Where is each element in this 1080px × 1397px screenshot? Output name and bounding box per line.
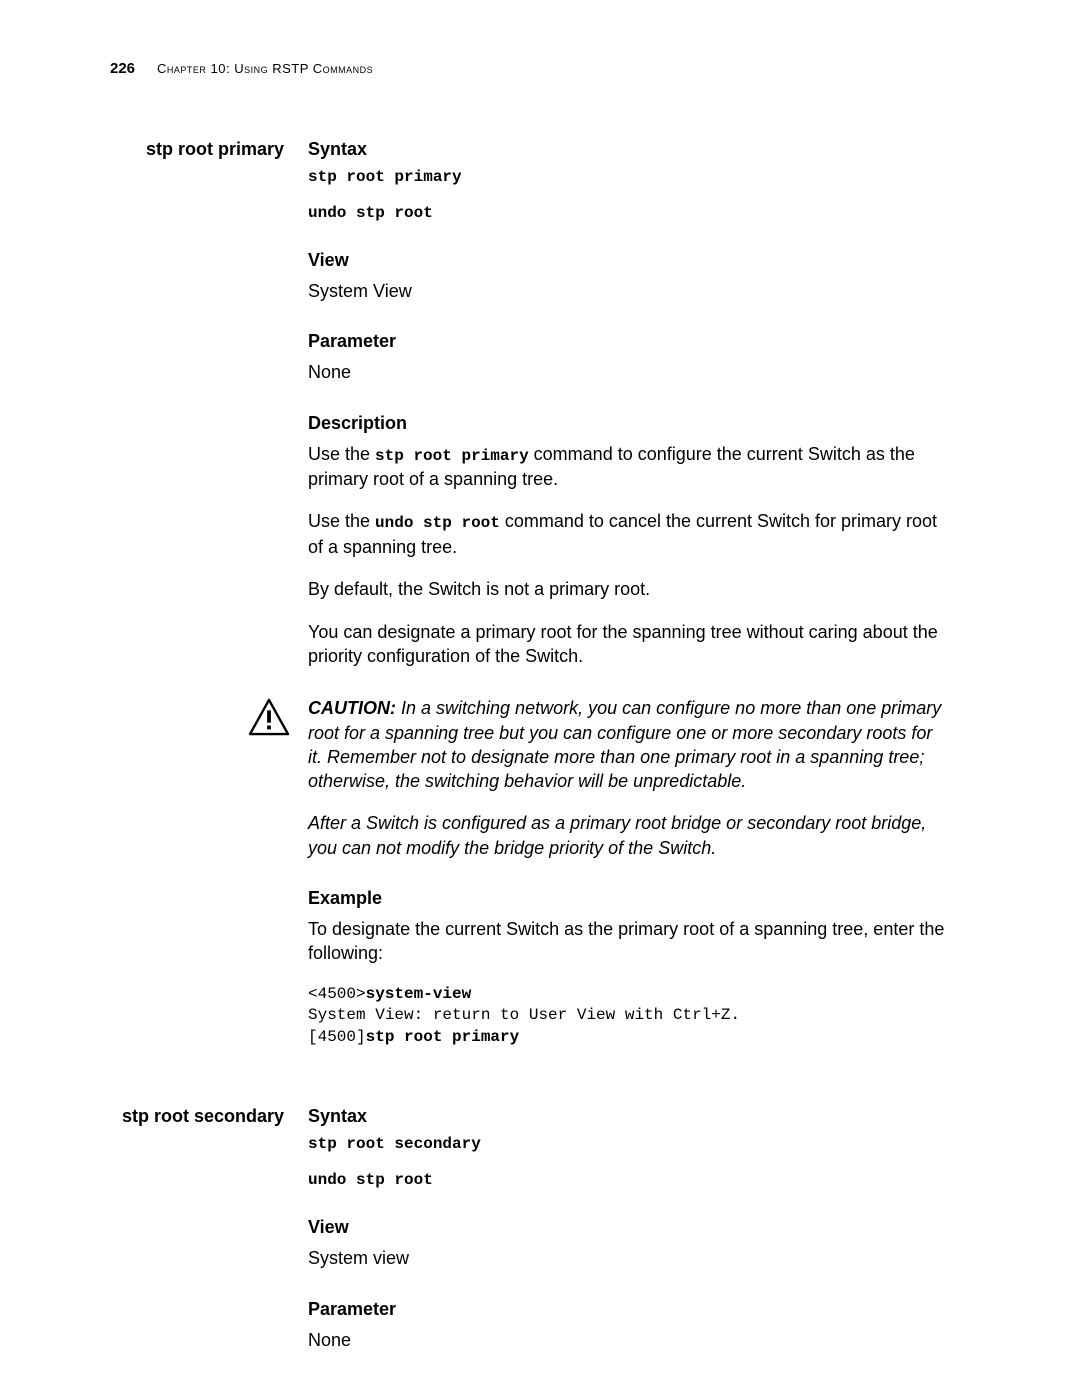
desc-p2a: Use the <box>308 511 375 531</box>
syntax-block-2: Syntax stp root secondary undo stp root <box>308 1106 950 1189</box>
example-block: Example To designate the current Switch … <box>308 888 950 1048</box>
description-p4: You can designate a primary root for the… <box>308 620 950 669</box>
syntax-heading-2: Syntax <box>308 1106 950 1127</box>
view-heading: View <box>308 250 950 271</box>
caution-block: CAUTION: In a switching network, you can… <box>308 696 950 860</box>
view-block-2: View System view <box>308 1217 950 1270</box>
chapter-title: Chapter 10: Using RSTP Commands <box>157 61 373 76</box>
syntax-line2-2: undo stp root <box>308 1171 950 1189</box>
example-heading: Example <box>308 888 950 909</box>
view-text-2: System view <box>308 1246 950 1270</box>
description-block: Description Use the stp root primary com… <box>308 413 950 669</box>
page-number: 226 <box>110 60 135 77</box>
right-column: Syntax stp root primary undo stp root Vi… <box>308 139 970 1076</box>
desc-p1a: Use the <box>308 444 375 464</box>
syntax-heading: Syntax <box>308 139 950 160</box>
code-3a: [4500] <box>308 1028 366 1046</box>
caution-p1: CAUTION: In a switching network, you can… <box>308 696 950 793</box>
code-line1: <4500>system-view <box>308 984 950 1006</box>
code-1a: <4500> <box>308 985 366 1003</box>
page-container: 226 Chapter 10: Using RSTP Commands stp … <box>0 0 1080 1352</box>
parameter-text-2: None <box>308 1328 950 1352</box>
view-heading-2: View <box>308 1217 950 1238</box>
code-line2: System View: return to User View with Ct… <box>308 1005 950 1027</box>
caution-row: CAUTION: In a switching network, you can… <box>308 696 950 860</box>
syntax-line2: undo stp root <box>308 204 950 222</box>
section-label-secondary: stp root secondary <box>110 1106 284 1127</box>
warning-icon <box>248 698 290 741</box>
left-column: stp root primary <box>110 139 308 1076</box>
parameter-text: None <box>308 360 950 384</box>
section-stp-root-secondary: stp root secondary Syntax stp root secon… <box>110 1106 970 1352</box>
desc-p1b: stp root primary <box>375 447 529 465</box>
syntax-line1-2: stp root secondary <box>308 1135 950 1153</box>
left-column-2: stp root secondary <box>110 1106 308 1352</box>
syntax-line1: stp root primary <box>308 168 950 186</box>
caution-text-wrap: CAUTION: In a switching network, you can… <box>308 696 950 860</box>
description-p3: By default, the Switch is not a primary … <box>308 577 950 601</box>
parameter-heading: Parameter <box>308 331 950 352</box>
parameter-block-2: Parameter None <box>308 1299 950 1352</box>
code-1b: system-view <box>366 985 472 1003</box>
section-label-primary: stp root primary <box>110 139 284 160</box>
right-column-2: Syntax stp root secondary undo stp root … <box>308 1106 970 1352</box>
example-code: <4500>system-view System View: return to… <box>308 984 950 1049</box>
example-intro: To designate the current Switch as the p… <box>308 917 950 966</box>
parameter-heading-2: Parameter <box>308 1299 950 1320</box>
parameter-block: Parameter None <box>308 331 950 384</box>
page-header: 226 Chapter 10: Using RSTP Commands <box>110 60 970 77</box>
description-heading: Description <box>308 413 950 434</box>
view-text: System View <box>308 279 950 303</box>
section-stp-root-primary: stp root primary Syntax stp root primary… <box>110 139 970 1076</box>
caution-text1: In a switching network, you can configur… <box>308 698 941 791</box>
description-p2: Use the undo stp root command to cancel … <box>308 509 950 559</box>
code-3b: stp root primary <box>366 1028 520 1046</box>
caution-label: CAUTION: <box>308 698 396 718</box>
description-p1: Use the stp root primary command to conf… <box>308 442 950 492</box>
caution-p2: After a Switch is configured as a primar… <box>308 811 950 860</box>
desc-p2b: undo stp root <box>375 514 500 532</box>
code-line3: [4500]stp root primary <box>308 1027 950 1049</box>
syntax-block: Syntax stp root primary undo stp root <box>308 139 950 222</box>
view-block: View System View <box>308 250 950 303</box>
